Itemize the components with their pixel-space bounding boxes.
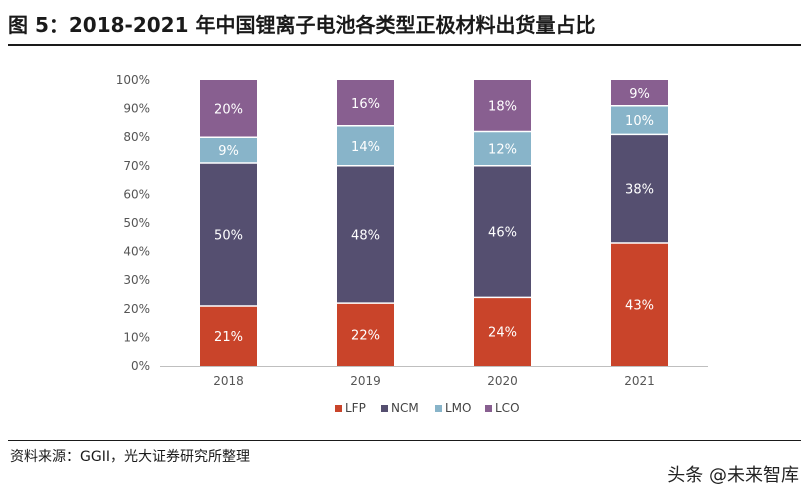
data-label-lfp-2020: 24%: [488, 326, 517, 341]
bar-segment-ncm-2021: [611, 134, 668, 244]
x-tick-label: 2021: [624, 374, 655, 388]
bar-segment-ncm-2019: [337, 165, 394, 304]
bar-segment-lmo-2021: [611, 105, 668, 135]
data-label-lmo-2021: 10%: [625, 114, 654, 129]
y-tick-label: 60%: [123, 187, 150, 201]
legend-label-lfp: LFP: [345, 401, 366, 415]
bar-segment-lco-2021: [611, 80, 668, 106]
y-tick-label: 90%: [123, 102, 150, 116]
y-tick-label: 100%: [116, 73, 150, 87]
bar-segment-ncm-2018: [200, 162, 257, 306]
data-label-lco-2021: 9%: [629, 87, 650, 102]
y-tick-label: 40%: [123, 245, 150, 259]
legend-swatch-lco: [485, 405, 492, 412]
bar-segment-lco-2020: [474, 80, 531, 132]
data-label-ncm-2019: 48%: [351, 228, 380, 243]
bar-segment-lfp-2020: [474, 297, 531, 366]
y-tick-label: 80%: [123, 130, 150, 144]
legend-swatch-lmo: [435, 405, 442, 412]
bar-segment-lfp-2019: [337, 303, 394, 366]
data-label-lmo-2018: 9%: [218, 144, 239, 159]
data-label-lmo-2020: 12%: [488, 143, 517, 158]
legend-label-ncm: NCM: [391, 401, 419, 415]
watermark: 头条 @未来智库: [667, 465, 799, 486]
bar-segment-lmo-2019: [337, 125, 394, 166]
bar-segment-lco-2019: [337, 80, 394, 126]
y-tick-label: 0%: [131, 359, 150, 373]
legend-label-lmo: LMO: [445, 401, 471, 415]
data-label-lco-2018: 20%: [214, 103, 243, 118]
data-label-lco-2019: 16%: [351, 97, 380, 112]
source-rule: [8, 440, 801, 441]
legend-label-lco: LCO: [495, 401, 520, 415]
legend-swatch-ncm: [381, 405, 388, 412]
x-tick-label: 2020: [487, 374, 518, 388]
stacked-bar-chart: 0% 10% 20% 30% 40% 50% 60% 70% 80% 90% 100% 2018 201…: [116, 73, 708, 415]
data-label-lfp-2018: 21%: [214, 330, 243, 345]
figure-title: 图 5：2018-2021 年中国锂离子电池各类型正极材料出货量占比: [8, 13, 596, 37]
source-note: 资料来源：GGII，光大证券研究所整理: [10, 449, 250, 465]
bar-segment-lmo-2020: [474, 131, 531, 166]
x-tick-label: 2019: [350, 374, 381, 388]
bar-segment-ncm-2020: [474, 165, 531, 298]
x-tick-label: 2018: [213, 374, 244, 388]
y-tick-label: 30%: [123, 273, 150, 287]
data-label-lfp-2019: 22%: [351, 329, 380, 344]
data-label-ncm-2020: 46%: [488, 226, 517, 241]
y-tick-label: 10%: [123, 330, 150, 344]
bar-segment-lfp-2018: [200, 305, 257, 366]
y-tick-label: 70%: [123, 159, 150, 173]
data-label-lco-2020: 18%: [488, 100, 517, 115]
title-rule: [8, 44, 801, 46]
y-tick-label: 50%: [123, 216, 150, 230]
bar-segment-lmo-2018: [200, 137, 257, 163]
data-label-lmo-2019: 14%: [351, 140, 380, 155]
data-label-lfp-2021: 43%: [625, 299, 654, 314]
bar-segment-lco-2018: [200, 80, 257, 138]
bar-segment-lfp-2021: [611, 243, 668, 366]
data-label-ncm-2021: 38%: [625, 183, 654, 198]
legend-swatch-lfp: [335, 405, 342, 412]
data-label-ncm-2018: 50%: [214, 228, 243, 243]
y-tick-label: 20%: [123, 302, 150, 316]
